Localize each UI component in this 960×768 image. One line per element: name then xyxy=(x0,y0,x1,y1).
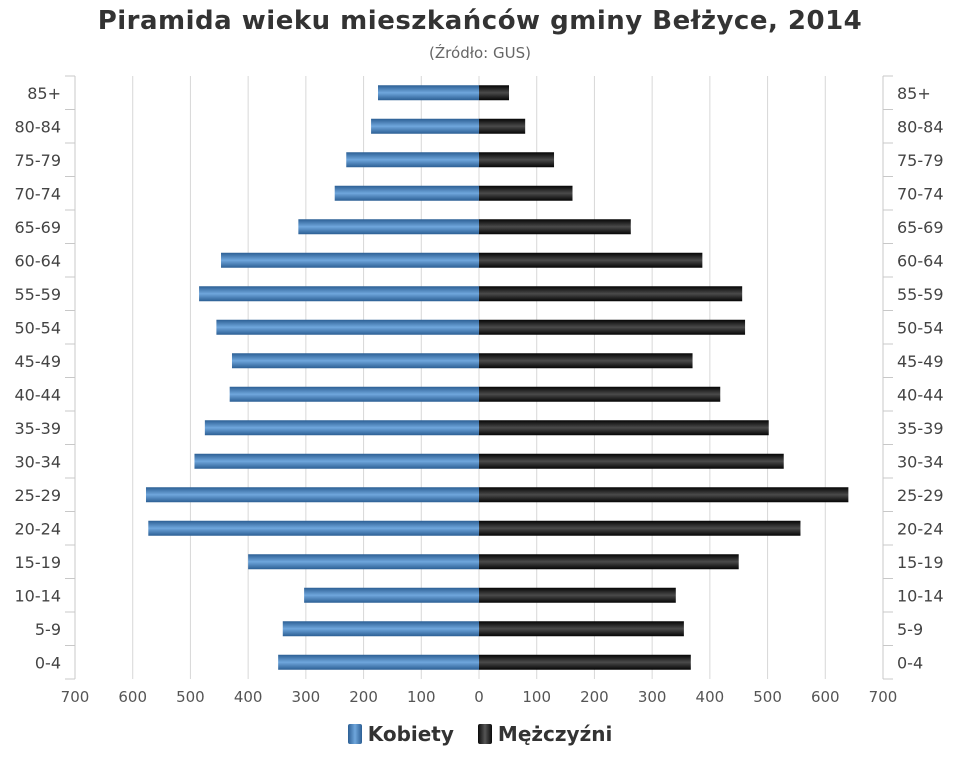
x-tick-label: 200 xyxy=(580,688,609,706)
x-tick-label: 0 xyxy=(474,688,484,706)
bars xyxy=(146,85,848,670)
bar-mezczyzni xyxy=(479,487,848,502)
bar-kobiety xyxy=(216,320,479,335)
bar-mezczyzni xyxy=(479,588,676,603)
category-label-right: 35-39 xyxy=(897,419,944,438)
x-tick-label: 600 xyxy=(811,688,840,706)
bar-mezczyzni xyxy=(479,286,742,301)
category-label-right: 15-19 xyxy=(897,553,944,572)
x-tick-label: 500 xyxy=(176,688,205,706)
bar-mezczyzni xyxy=(479,119,525,134)
bar-kobiety xyxy=(371,119,479,134)
category-label-left: 60-64 xyxy=(15,251,62,270)
bar-kobiety xyxy=(199,286,479,301)
category-label-right: 20-24 xyxy=(897,519,944,538)
category-label-left: 50-54 xyxy=(15,318,62,337)
x-tick-label: 600 xyxy=(118,688,147,706)
x-tick-label: 400 xyxy=(696,688,725,706)
bar-mezczyzni xyxy=(479,521,800,536)
x-tick-label: 300 xyxy=(638,688,667,706)
category-label-right: 60-64 xyxy=(897,251,944,270)
category-label-left: 5-9 xyxy=(35,620,61,639)
category-label-right: 40-44 xyxy=(897,385,944,404)
legend-swatch-mezczyzni xyxy=(478,724,492,744)
x-tick-label: 200 xyxy=(349,688,378,706)
bar-kobiety xyxy=(283,621,479,636)
x-tick-label: 500 xyxy=(753,688,782,706)
category-label-left: 30-34 xyxy=(15,452,62,471)
category-label-right: 70-74 xyxy=(897,184,944,203)
category-label-left: 65-69 xyxy=(15,218,62,237)
x-tick-label: 300 xyxy=(292,688,321,706)
bar-mezczyzni xyxy=(479,454,784,469)
category-label-right: 55-59 xyxy=(897,285,944,304)
category-label-left: 45-49 xyxy=(15,352,62,371)
x-tick-label: 700 xyxy=(61,688,90,706)
category-label-left: 25-29 xyxy=(15,486,62,505)
category-label-left: 35-39 xyxy=(15,419,62,438)
bar-kobiety xyxy=(232,353,479,368)
category-label-left: 55-59 xyxy=(15,285,62,304)
x-tick-label: 100 xyxy=(522,688,551,706)
category-label-right: 50-54 xyxy=(897,318,944,337)
legend-swatch-kobiety xyxy=(348,724,362,744)
bar-mezczyzni xyxy=(479,621,684,636)
legend-item-mezczyzni[interactable]: Mężczyźni xyxy=(478,722,612,746)
legend-item-kobiety[interactable]: Kobiety xyxy=(348,722,454,746)
legend-label-kobiety: Kobiety xyxy=(368,722,454,746)
bar-mezczyzni xyxy=(479,219,631,234)
category-label-left: 0-4 xyxy=(35,653,61,672)
bar-kobiety xyxy=(304,588,479,603)
bar-kobiety xyxy=(346,152,479,167)
category-label-left: 15-19 xyxy=(15,553,62,572)
category-label-right: 75-79 xyxy=(897,151,944,170)
bar-kobiety xyxy=(146,487,479,502)
bar-kobiety xyxy=(378,85,479,100)
bar-mezczyzni xyxy=(479,186,572,201)
bar-mezczyzni xyxy=(479,85,509,100)
bar-kobiety xyxy=(278,655,479,670)
x-tick-label: 700 xyxy=(869,688,898,706)
category-label-right: 80-84 xyxy=(897,117,944,136)
legend: Kobiety Mężczyźni xyxy=(0,722,960,746)
bar-mezczyzni xyxy=(479,387,720,402)
bar-mezczyzni xyxy=(479,420,769,435)
bar-kobiety xyxy=(221,253,479,268)
bar-kobiety xyxy=(148,521,479,536)
bar-mezczyzni xyxy=(479,655,691,670)
bar-kobiety xyxy=(248,554,479,569)
category-label-right: 30-34 xyxy=(897,452,944,471)
category-label-right: 25-29 xyxy=(897,486,944,505)
category-label-right: 10-14 xyxy=(897,586,944,605)
bar-mezczyzni xyxy=(479,353,693,368)
bar-mezczyzni xyxy=(479,152,554,167)
category-label-right: 5-9 xyxy=(897,620,923,639)
category-label-left: 75-79 xyxy=(15,151,62,170)
category-label-right: 45-49 xyxy=(897,352,944,371)
bar-kobiety xyxy=(298,219,479,234)
legend-label-mezczyzni: Mężczyźni xyxy=(498,722,612,746)
category-label-right: 65-69 xyxy=(897,218,944,237)
bar-kobiety xyxy=(194,454,479,469)
category-label-right: 85+ xyxy=(897,84,931,103)
category-label-left: 20-24 xyxy=(15,519,62,538)
x-tick-label: 100 xyxy=(407,688,436,706)
category-label-left: 40-44 xyxy=(15,385,62,404)
category-label-left: 70-74 xyxy=(15,184,62,203)
bar-kobiety xyxy=(335,186,479,201)
bar-mezczyzni xyxy=(479,554,739,569)
bar-kobiety xyxy=(230,387,479,402)
bar-mezczyzni xyxy=(479,320,745,335)
category-label-left: 85+ xyxy=(27,84,61,103)
category-label-left: 80-84 xyxy=(15,117,62,136)
x-tick-label: 400 xyxy=(234,688,263,706)
bar-mezczyzni xyxy=(479,253,702,268)
bar-kobiety xyxy=(205,420,479,435)
category-label-left: 10-14 xyxy=(15,586,62,605)
category-label-right: 0-4 xyxy=(897,653,923,672)
